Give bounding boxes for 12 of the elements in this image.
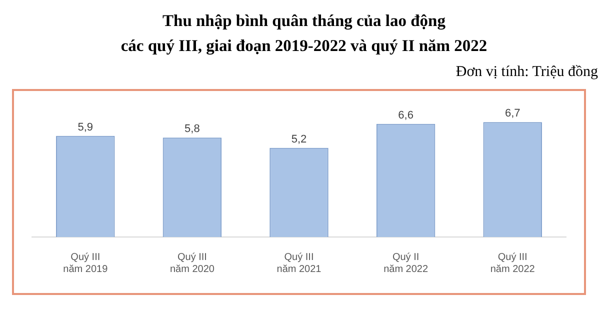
data-label: 5,8	[184, 123, 200, 136]
data-label: 6,7	[504, 108, 520, 120]
data-label: 5,2	[291, 133, 307, 146]
x-tick-label: Quý II năm 2022	[384, 252, 428, 275]
x-tick-label: Quý III năm 2019	[63, 252, 108, 275]
data-label: 5,9	[78, 121, 94, 134]
x-tick-label: Quý III năm 2020	[170, 252, 215, 275]
text: Đơn vị tính: Triệu đồng	[454, 64, 598, 81]
chart-title: Thu nhập bình quân tháng của lao động các quý III, giai đoạn 2019-2022 và quý II năm 2022	[120, 10, 488, 57]
x-tick-label: Quý III năm 2021	[276, 252, 322, 275]
x-tick-label: Quý III năm 2022	[490, 252, 536, 275]
data-label: 6,6	[398, 109, 414, 122]
